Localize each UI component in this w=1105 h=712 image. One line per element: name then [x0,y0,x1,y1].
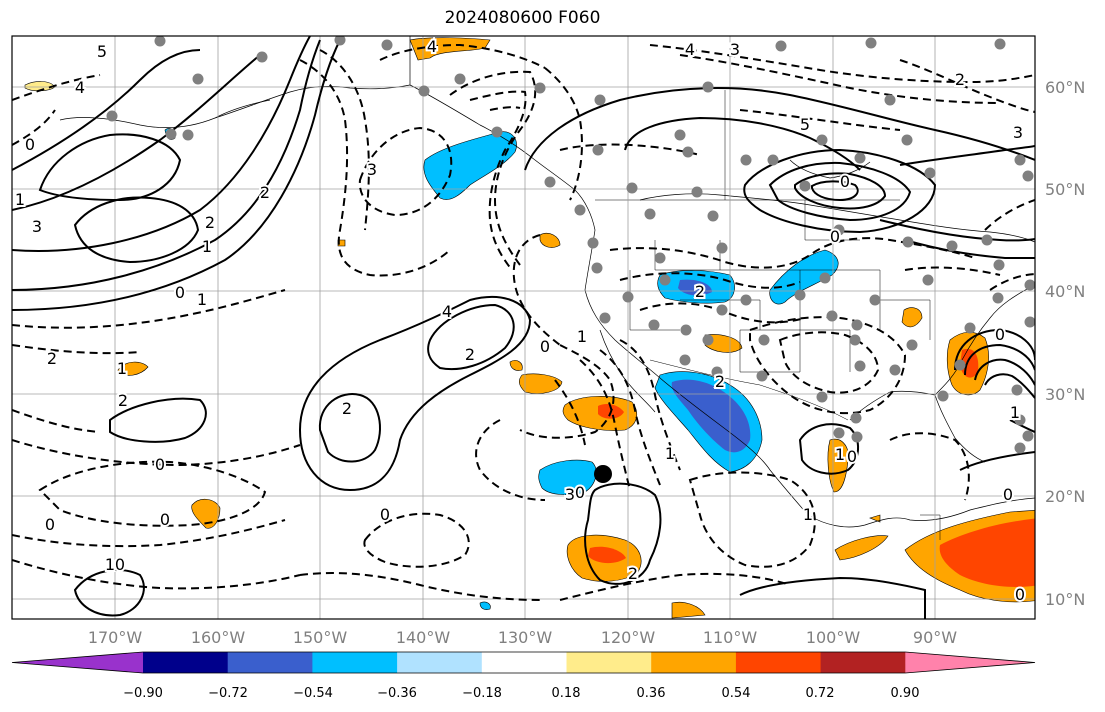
colorbar [11,651,1036,674]
contour-label: 2 [715,372,725,391]
contour-label: 4 [442,302,452,321]
lon-label: 110°W [703,628,758,647]
colorbar-tick-label: 0.90 [891,686,920,701]
contour-label: 5 [97,42,107,61]
colorbar-tick-label: 0.18 [552,686,581,701]
colorbar-tick-label: 0.54 [722,686,751,701]
map-frame [11,35,1036,620]
colorbar-tick-label: −0.36 [377,686,417,701]
colorbar-outline [11,651,1036,674]
colorbar-segment [735,652,822,673]
contour-label: 0 [1015,585,1025,604]
longitude-labels: 170°W 160°W 150°W 140°W 130°W 120°W 110°… [88,628,957,647]
contour-label: 0 [847,447,857,466]
contour-label: 0 [45,515,55,534]
colorbar-segment [143,652,229,673]
map-title: 2024080600 F060 [444,8,601,28]
colorbar-segment [651,652,737,673]
contour-label: 0 [380,505,390,524]
colorbar-tick-label: 0.72 [806,686,835,701]
contour-label: 0 [155,455,165,474]
lat-label: 50°N [1045,180,1085,199]
contour-label: 2 [47,349,57,368]
contour-label: 0 [175,283,185,302]
contour-label: 2 [695,282,705,301]
lat-label: 10°N [1045,590,1085,609]
contour-label: 2 [205,213,215,232]
lon-label: 160°W [191,628,246,647]
contour-label: 4 [685,40,695,59]
lat-label: 40°N [1045,282,1085,301]
colorbar-segment [227,652,313,673]
contour-label: 0 [25,135,35,154]
contour-label: 1 [202,237,212,256]
contour-label: 2 [628,564,638,583]
contour-label: 0 [575,483,585,502]
lat-label: 30°N [1045,385,1085,404]
colorbar-segment [481,652,567,673]
colorbar-tick-labels: −0.90 −0.72 −0.54 −0.36 −0.18 0.18 0.36 … [123,686,919,701]
contour-label: 1 [1010,403,1020,422]
contour-label: 2 [118,391,128,410]
solid-contours [12,36,1035,619]
contour-label: 0 [1003,485,1013,504]
colorbar-segment [566,652,652,673]
contour-label: 5 [800,115,810,134]
colorbar-segment [397,652,483,673]
highlighted-station-marker [594,465,612,483]
gridlines [12,36,1035,619]
contour-label: 1 [803,505,813,524]
contour-label: 3 [1013,123,1023,142]
lon-label: 150°W [293,628,348,647]
contour-label: 0 [830,227,840,246]
colorbar-tick-label: −0.90 [123,686,163,701]
contour-label: 3 [32,217,42,236]
contour-label: 0 [160,510,170,529]
lon-label: 140°W [396,628,451,647]
colorbar-tick-label: −0.72 [208,686,248,701]
contour-label: 0 [115,555,125,574]
contour-label: 1 [197,290,207,309]
contour-label: 0 [540,337,550,356]
colorbar-extend-min [12,652,143,673]
map-background [12,36,1035,619]
colorbar-segment [820,652,906,673]
contour-label: 4 [75,78,85,97]
lon-label: 90°W [913,628,957,647]
contour-label: 2 [465,345,475,364]
contour-label: 1 [105,555,115,574]
contour-label: 2 [955,70,965,89]
latitude-labels: 60°N 50°N 40°N 30°N 20°N 10°N [1045,78,1085,609]
contour-label: 1 [577,327,587,346]
lon-label: 170°W [88,628,143,647]
lon-label: 120°W [601,628,656,647]
station-markers [106,36,1035,454]
contour-label: 0 [995,325,1005,344]
colorbar-tick-label: −0.54 [293,686,333,701]
colorbar-extend-max [905,652,1035,673]
colorbar-segment [312,652,398,673]
lon-label: 130°W [498,628,553,647]
lat-label: 60°N [1045,78,1085,97]
contour-label: 2 [342,399,352,418]
lon-label: 100°W [806,628,861,647]
contour-label: 1 [15,190,25,209]
dashed-contours [12,43,1035,601]
contour-label: 4 [427,37,437,56]
contour-label: 2 [260,183,270,202]
contour-label: 3 [565,485,575,504]
negative-anomaly-area [164,128,839,610]
contour-label: 1 [835,445,845,464]
contour-label: 1 [665,444,675,463]
contour-label: 3 [730,40,740,59]
colorbar-tick-label: 0.36 [637,686,666,701]
contour-label: 1 [117,359,127,378]
contour-label: 0 [840,172,850,191]
contour-label: 3 [367,160,377,179]
colorbar-tick-label: −0.18 [462,686,502,701]
lat-label: 20°N [1045,487,1085,506]
